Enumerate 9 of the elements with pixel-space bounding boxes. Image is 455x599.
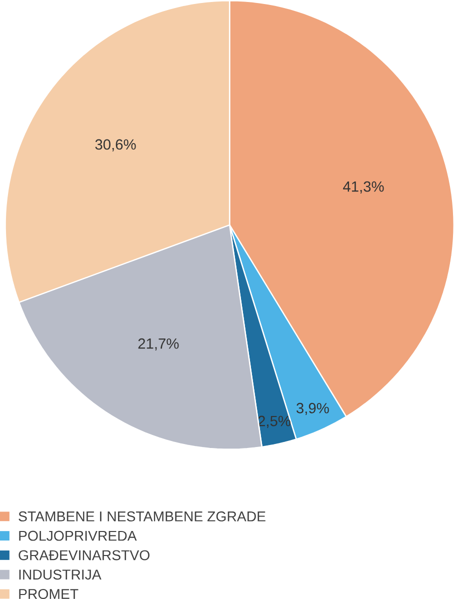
legend-label: POLJOPRIVREDA bbox=[19, 530, 137, 541]
legend-label: GRAĐEVINARSTVO bbox=[18, 550, 150, 560]
data-label: 3,9% bbox=[296, 402, 330, 416]
data-label: 21,7% bbox=[138, 338, 179, 351]
legend-label: INDUSTRIJA bbox=[20, 570, 102, 580]
legend-label: PROMET bbox=[19, 588, 78, 599]
data-label: 30,6% bbox=[96, 139, 136, 152]
legend-label: STAMBENE I NESTAMBENE ZGRADE bbox=[18, 511, 266, 522]
data-label: 41,3% bbox=[343, 181, 384, 194]
